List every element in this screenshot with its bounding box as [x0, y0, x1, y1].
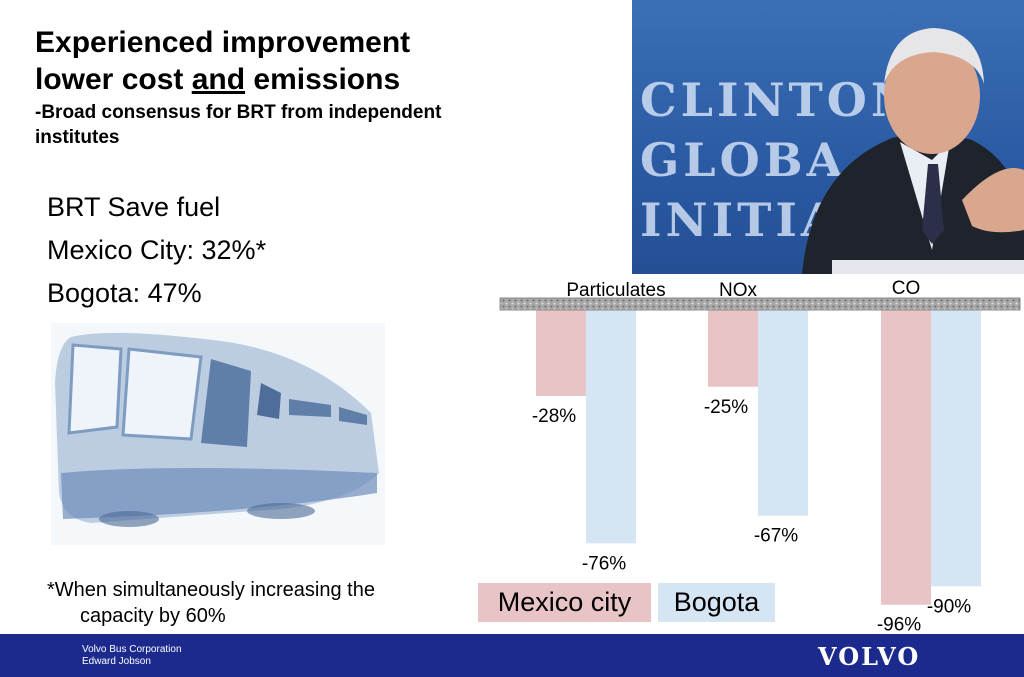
category-label: NOx [719, 280, 758, 301]
title-line-2-start: lower cost [35, 63, 192, 96]
data-label: -25% [704, 397, 748, 418]
data-label: -67% [754, 526, 798, 547]
bar-mexico-city [881, 310, 931, 605]
footer-bar: Volvo Bus Corporation Edward Jobson VOLV… [0, 634, 1024, 677]
bar-bogota [931, 310, 981, 587]
volvo-logo: VOLVO [818, 642, 921, 671]
author-name: Edward Jobson [82, 656, 151, 667]
data-label: -96% [877, 615, 921, 635]
bullet-item: BRT Save fuel [47, 192, 221, 222]
slide-subtitle: -Broad consensus for BRT from independen… [35, 102, 442, 148]
bullet-item: Mexico City: 32%* [47, 235, 267, 265]
title-underlined-word: and [191, 63, 246, 96]
bullet-list: BRT Save fuel Mexico City: 32%* Bogota: … [47, 186, 266, 315]
title-line-1: Experienced improvement [35, 26, 411, 59]
data-label: -28% [532, 406, 576, 427]
data-label: -90% [927, 596, 971, 617]
footnote: *When simultaneously increasing the capa… [47, 577, 375, 629]
category-label: Particulates [566, 280, 665, 301]
footer-credits: Volvo Bus Corporation Edward Jobson [82, 644, 182, 668]
bar-mexico-city [536, 310, 586, 396]
data-label: -76% [582, 553, 626, 574]
bar-bogota [758, 310, 808, 516]
emissions-chart: Particulates NOx CO -28% -25% -96% -76% -67% -9… [499, 278, 1021, 635]
bullet-item: Bogota: 47% [47, 278, 202, 308]
bus-drawing [55, 332, 379, 527]
company-name: Volvo Bus Corporation [82, 644, 182, 655]
title-line-2: lower cost and emissions [35, 61, 505, 98]
zero-baseline [499, 297, 1021, 311]
footnote-line-2: capacity by 60% [80, 605, 226, 627]
bar-bogota [586, 310, 636, 544]
speaker-figure [802, 28, 1024, 274]
bus-illustration [51, 323, 385, 545]
footnote-line-1: *When simultaneously increasing the [47, 579, 375, 601]
title-line-2-end: emissions [245, 63, 401, 96]
bar-mexico-city [708, 310, 758, 387]
category-label: CO [892, 278, 921, 299]
slide-title: Experienced improvement lower cost and e… [35, 24, 505, 150]
speaker-photo: CLINTON GLOBA INITIAT [632, 0, 1024, 274]
legend-mexico-city: Mexico city [478, 583, 651, 622]
legend-bogota: Bogota [658, 583, 775, 622]
